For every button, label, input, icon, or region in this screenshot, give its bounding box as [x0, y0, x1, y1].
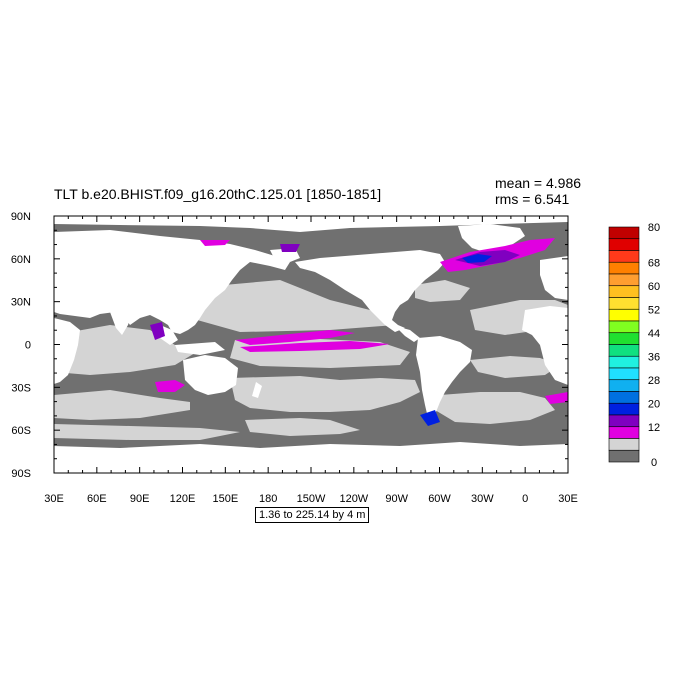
colorbar-swatch: [608, 379, 640, 392]
colorbar-label: 44: [648, 328, 660, 340]
rms-stat: rms = 6.541: [495, 191, 570, 207]
colorbar-label: 20: [648, 398, 660, 410]
y-tick-label: 90N: [11, 211, 31, 223]
y-tick-label: 90S: [11, 468, 31, 480]
colorbar-label: 60: [648, 281, 660, 293]
colorbar-swatch: [608, 320, 640, 334]
y-tick-label: 30S: [11, 382, 31, 394]
colorbar-swatch: [608, 297, 640, 310]
x-axis: 30E 60E 90E 120E 150E 180 150W 120W 90W 60W 30W 0 30…: [44, 216, 578, 505]
colorbar-swatch: [608, 438, 640, 451]
high-value-patches: [150, 238, 568, 426]
mean-stat: mean = 4.986: [495, 175, 582, 191]
colorbar-label: 80: [648, 222, 660, 234]
colorbar-swatch: [608, 402, 640, 416]
colorbar-swatch: [608, 285, 640, 298]
y-tick-label: 60S: [11, 425, 31, 437]
colorbar-swatch: [608, 226, 640, 240]
y-tick-label: 60N: [11, 254, 31, 266]
x-tick-label: 120E: [170, 493, 196, 505]
x-tick-label: 90W: [385, 493, 408, 505]
colorbar-swatch: [608, 367, 640, 381]
colorbar: 80 68 60 52 44 36 28 20 12 0: [608, 222, 660, 469]
colorbar-swatch: [608, 308, 640, 322]
colorbar-swatch: [608, 449, 640, 463]
colorbar-label: 68: [648, 257, 660, 269]
x-tick-label: 30W: [471, 493, 494, 505]
x-tick-label: 60E: [87, 493, 107, 505]
contour-range-label: 1.36 to 225.14 by 4 m: [255, 507, 370, 523]
x-tick-label: 60W: [428, 493, 451, 505]
x-tick-label: 30E: [558, 493, 578, 505]
colorbar-label: 12: [648, 422, 660, 434]
colorbar-swatch: [608, 426, 640, 439]
plot-title: TLT b.e20.BHIST.f09_g16.20thC.125.01 [18…: [54, 186, 382, 202]
colorbar-label: 36: [648, 351, 660, 363]
colorbar-label: 28: [648, 375, 660, 387]
x-tick-label: 180: [259, 493, 277, 505]
colorbar-swatch: [608, 391, 640, 404]
colorbar-swatch: [608, 238, 640, 251]
x-tick-label: 30E: [44, 493, 64, 505]
y-axis: 90N 60N 30N 0 30S 60S 90S: [11, 211, 568, 480]
y-tick-label: 30N: [11, 297, 31, 309]
y-tick-label: 0: [25, 340, 31, 352]
x-tick-label: 150W: [297, 493, 326, 505]
x-tick-label: 150E: [212, 493, 238, 505]
x-tick-label: 120W: [339, 493, 368, 505]
colorbar-label: 52: [648, 304, 660, 316]
colorbar-swatch: [608, 355, 640, 369]
colorbar-swatch: [608, 273, 640, 287]
colorbar-swatch: [608, 261, 640, 275]
colorbar-swatch: [608, 414, 640, 428]
colorbar-swatch: [608, 332, 640, 345]
colorbar-swatch: [608, 250, 640, 263]
x-tick-label: 0: [522, 493, 528, 505]
colorbar-label: 0: [651, 457, 657, 469]
x-tick-label: 90E: [130, 493, 150, 505]
colorbar-swatch: [608, 344, 640, 357]
